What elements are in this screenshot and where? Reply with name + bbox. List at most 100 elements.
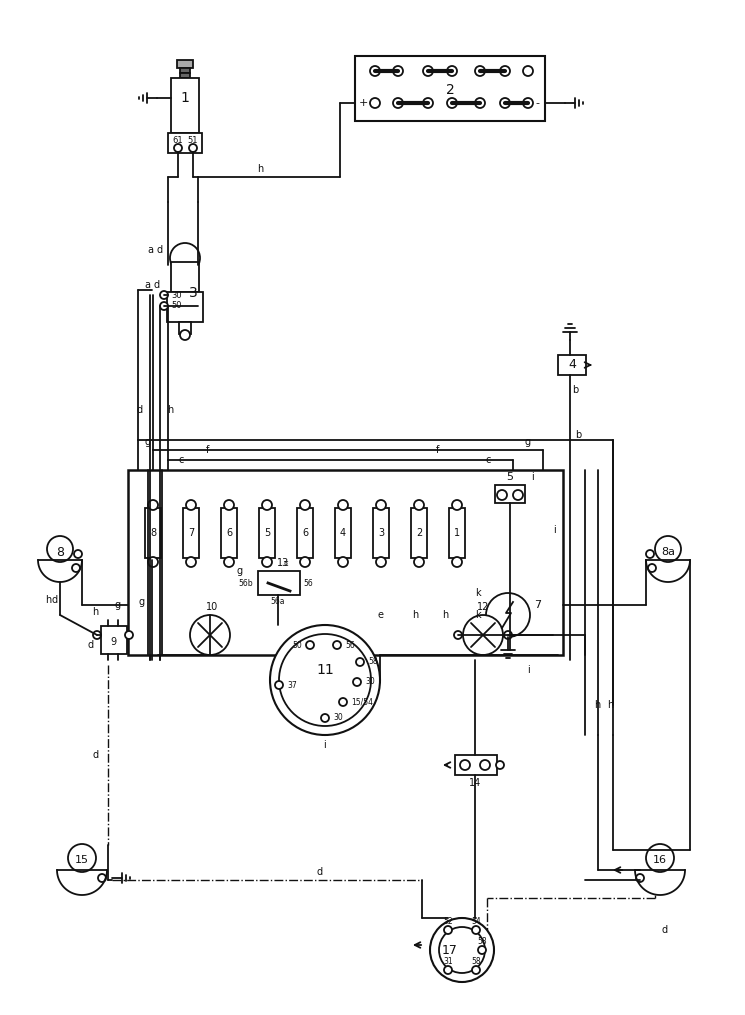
Text: h: h	[442, 610, 448, 620]
Text: 37: 37	[287, 680, 297, 689]
Text: f: f	[437, 445, 440, 455]
Text: d: d	[88, 640, 94, 650]
Circle shape	[414, 557, 424, 567]
Circle shape	[370, 98, 380, 108]
Text: h: h	[412, 610, 418, 620]
Text: i: i	[530, 472, 533, 482]
Text: 50: 50	[292, 640, 302, 650]
Circle shape	[338, 500, 348, 510]
Circle shape	[423, 98, 433, 108]
Circle shape	[472, 926, 480, 934]
Circle shape	[160, 302, 168, 310]
Circle shape	[523, 66, 533, 76]
Text: b: b	[572, 385, 578, 395]
Text: 58: 58	[478, 937, 486, 946]
Text: g: g	[115, 600, 121, 610]
Circle shape	[513, 490, 523, 500]
Text: h: h	[257, 164, 263, 174]
Text: 2: 2	[416, 528, 422, 538]
Circle shape	[475, 66, 485, 76]
Text: 12: 12	[477, 602, 489, 612]
Circle shape	[300, 557, 310, 567]
Circle shape	[646, 550, 654, 558]
Circle shape	[636, 874, 644, 882]
Text: g: g	[145, 437, 151, 447]
Bar	[258, 571, 300, 595]
Text: 1: 1	[180, 91, 189, 105]
Text: h: h	[92, 607, 98, 617]
Bar	[355, 56, 545, 121]
Text: 4: 4	[340, 528, 346, 538]
Text: g: g	[237, 566, 243, 576]
Text: 52: 52	[443, 917, 453, 926]
Text: c: c	[283, 558, 288, 567]
Circle shape	[439, 927, 485, 973]
Text: 50: 50	[172, 301, 183, 311]
Circle shape	[300, 500, 310, 510]
Text: +: +	[358, 98, 368, 108]
Text: 56a: 56a	[270, 597, 285, 606]
Circle shape	[190, 615, 230, 655]
Text: d: d	[662, 925, 668, 935]
Bar	[177, 60, 193, 68]
Bar	[145, 508, 161, 558]
Bar	[259, 508, 275, 558]
Circle shape	[160, 291, 168, 299]
Circle shape	[321, 714, 329, 722]
Circle shape	[353, 678, 361, 686]
Text: i: i	[323, 740, 326, 750]
Text: 5: 5	[507, 472, 513, 482]
Text: 56: 56	[303, 579, 313, 588]
Text: 5: 5	[264, 528, 270, 538]
Circle shape	[447, 98, 457, 108]
Text: 3: 3	[188, 286, 197, 300]
Circle shape	[333, 641, 341, 649]
Circle shape	[376, 557, 386, 567]
Bar	[411, 508, 427, 558]
Circle shape	[275, 681, 283, 689]
Circle shape	[170, 243, 200, 273]
Bar	[455, 755, 497, 775]
Bar	[183, 508, 199, 558]
Circle shape	[339, 698, 347, 706]
Circle shape	[496, 761, 504, 769]
Circle shape	[447, 66, 457, 76]
Circle shape	[414, 500, 424, 510]
Text: -: -	[535, 98, 539, 108]
Text: i: i	[527, 665, 530, 675]
Circle shape	[262, 500, 272, 510]
Text: 7: 7	[534, 600, 542, 610]
Text: 54: 54	[471, 917, 481, 926]
Circle shape	[452, 557, 462, 567]
Bar	[297, 508, 313, 558]
Text: a: a	[147, 245, 153, 255]
Circle shape	[444, 926, 452, 934]
Circle shape	[279, 634, 371, 726]
Text: d: d	[137, 405, 143, 415]
Text: 51: 51	[188, 135, 198, 144]
Text: 14: 14	[469, 779, 481, 788]
Text: 61: 61	[173, 135, 183, 144]
Circle shape	[356, 658, 364, 666]
Text: h: h	[607, 700, 613, 710]
Circle shape	[475, 98, 485, 108]
Circle shape	[98, 874, 106, 882]
Circle shape	[452, 500, 462, 510]
Circle shape	[646, 844, 674, 872]
Circle shape	[174, 144, 182, 152]
Text: 31: 31	[443, 956, 453, 965]
Text: d: d	[157, 245, 163, 255]
Circle shape	[338, 557, 348, 567]
Circle shape	[224, 500, 234, 510]
Circle shape	[376, 500, 386, 510]
Bar	[180, 68, 190, 73]
Bar	[128, 470, 563, 655]
Circle shape	[270, 625, 380, 735]
Text: 30: 30	[365, 677, 375, 686]
Text: 6: 6	[226, 528, 232, 538]
Text: 6: 6	[302, 528, 308, 538]
Text: 1: 1	[454, 528, 460, 538]
Circle shape	[93, 631, 101, 639]
Circle shape	[74, 550, 82, 558]
Bar	[101, 626, 127, 654]
